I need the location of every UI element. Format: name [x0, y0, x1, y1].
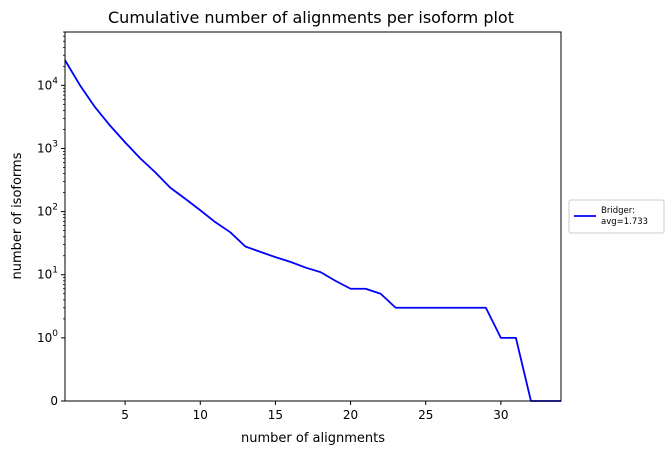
y-tick-label: 102 — [37, 203, 58, 219]
y-tick-label: 103 — [37, 139, 58, 155]
x-tick-label: 10 — [193, 408, 208, 422]
x-tick-label: 25 — [418, 408, 433, 422]
y-tick-label: 100 — [37, 329, 58, 345]
legend-label-line-1: Bridger: — [601, 206, 635, 216]
plot-area — [65, 32, 561, 401]
x-tick-label: 20 — [343, 408, 358, 422]
y-axis-label: number of isoforms — [10, 152, 25, 279]
series-layer — [64, 59, 561, 402]
y-tick-label: 0 — [50, 394, 58, 408]
chart-title: Cumulative number of alignments per isof… — [108, 8, 514, 27]
plot-frame — [64, 31, 562, 402]
x-axis-ticks: 5 10 15 20 25 30 — [121, 401, 509, 422]
legend-frame — [568, 199, 665, 234]
y-tick-label: 104 — [37, 76, 58, 92]
y-tick-label: 101 — [37, 266, 58, 282]
x-tick-label: 30 — [493, 408, 508, 422]
x-axis-label: number of alignments — [241, 431, 385, 446]
series-line — [64, 59, 561, 402]
x-tick-label: 5 — [121, 408, 129, 422]
legend: Bridger: avg=1.733 — [568, 199, 665, 234]
legend-label-line-2: avg=1.733 — [601, 217, 648, 227]
y-axis-ticks: 0 100 101 102 103 104 — [37, 31, 65, 408]
x-tick-label: 15 — [268, 408, 283, 422]
